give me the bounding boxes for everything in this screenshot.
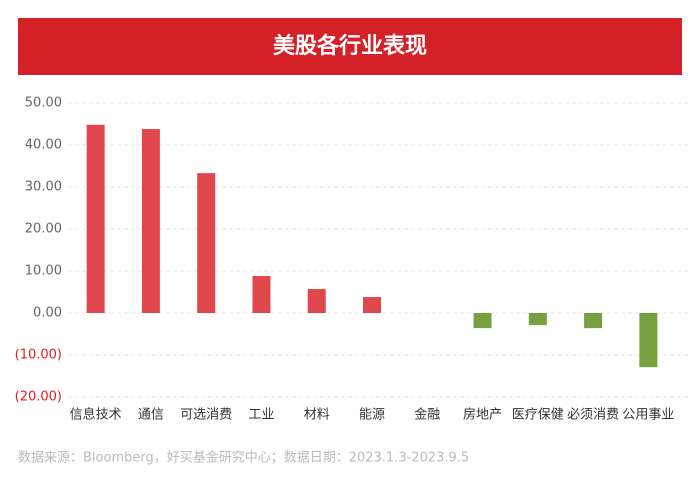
bar [584,313,603,329]
x-tick-label: 必须消费 [567,408,619,423]
y-tick-label: (20.00) [15,390,62,405]
bar [252,276,271,313]
x-tick-label: 工业 [248,408,274,423]
bar [307,289,326,313]
bar [473,313,492,329]
x-tick-label: 通信 [138,408,164,423]
y-tick-label: 10.00 [25,264,62,279]
x-tick-label: 金融 [414,407,440,423]
bar [363,297,381,313]
bar [528,313,547,326]
bar [141,129,160,313]
y-tick-label: 0.00 [33,306,62,321]
bar [639,313,658,368]
source-note: 数据来源：Bloomberg，好买基金研究中心；数据日期：2023.1.3-20… [18,450,469,466]
x-tick-label: 信息技术 [70,407,122,423]
y-tick-label: 20.00 [25,222,62,237]
x-tick-label: 房地产 [463,407,502,423]
title-banner [18,18,682,75]
x-tick-label: 可选消费 [180,408,232,423]
y-tick-label: 50.00 [25,96,62,111]
y-tick-label: 30.00 [25,180,62,195]
y-tick-label: (10.00) [15,348,62,363]
y-tick-label: 40.00 [25,138,62,153]
x-tick-label: 公用事业 [622,408,674,423]
x-tick-label: 医疗保健 [512,408,564,423]
bar [86,124,105,313]
x-tick-label: 材料 [304,408,330,423]
x-tick-label: 能源 [359,408,385,423]
bar [197,173,216,313]
chart-title: 美股各行业表现 [273,33,427,59]
